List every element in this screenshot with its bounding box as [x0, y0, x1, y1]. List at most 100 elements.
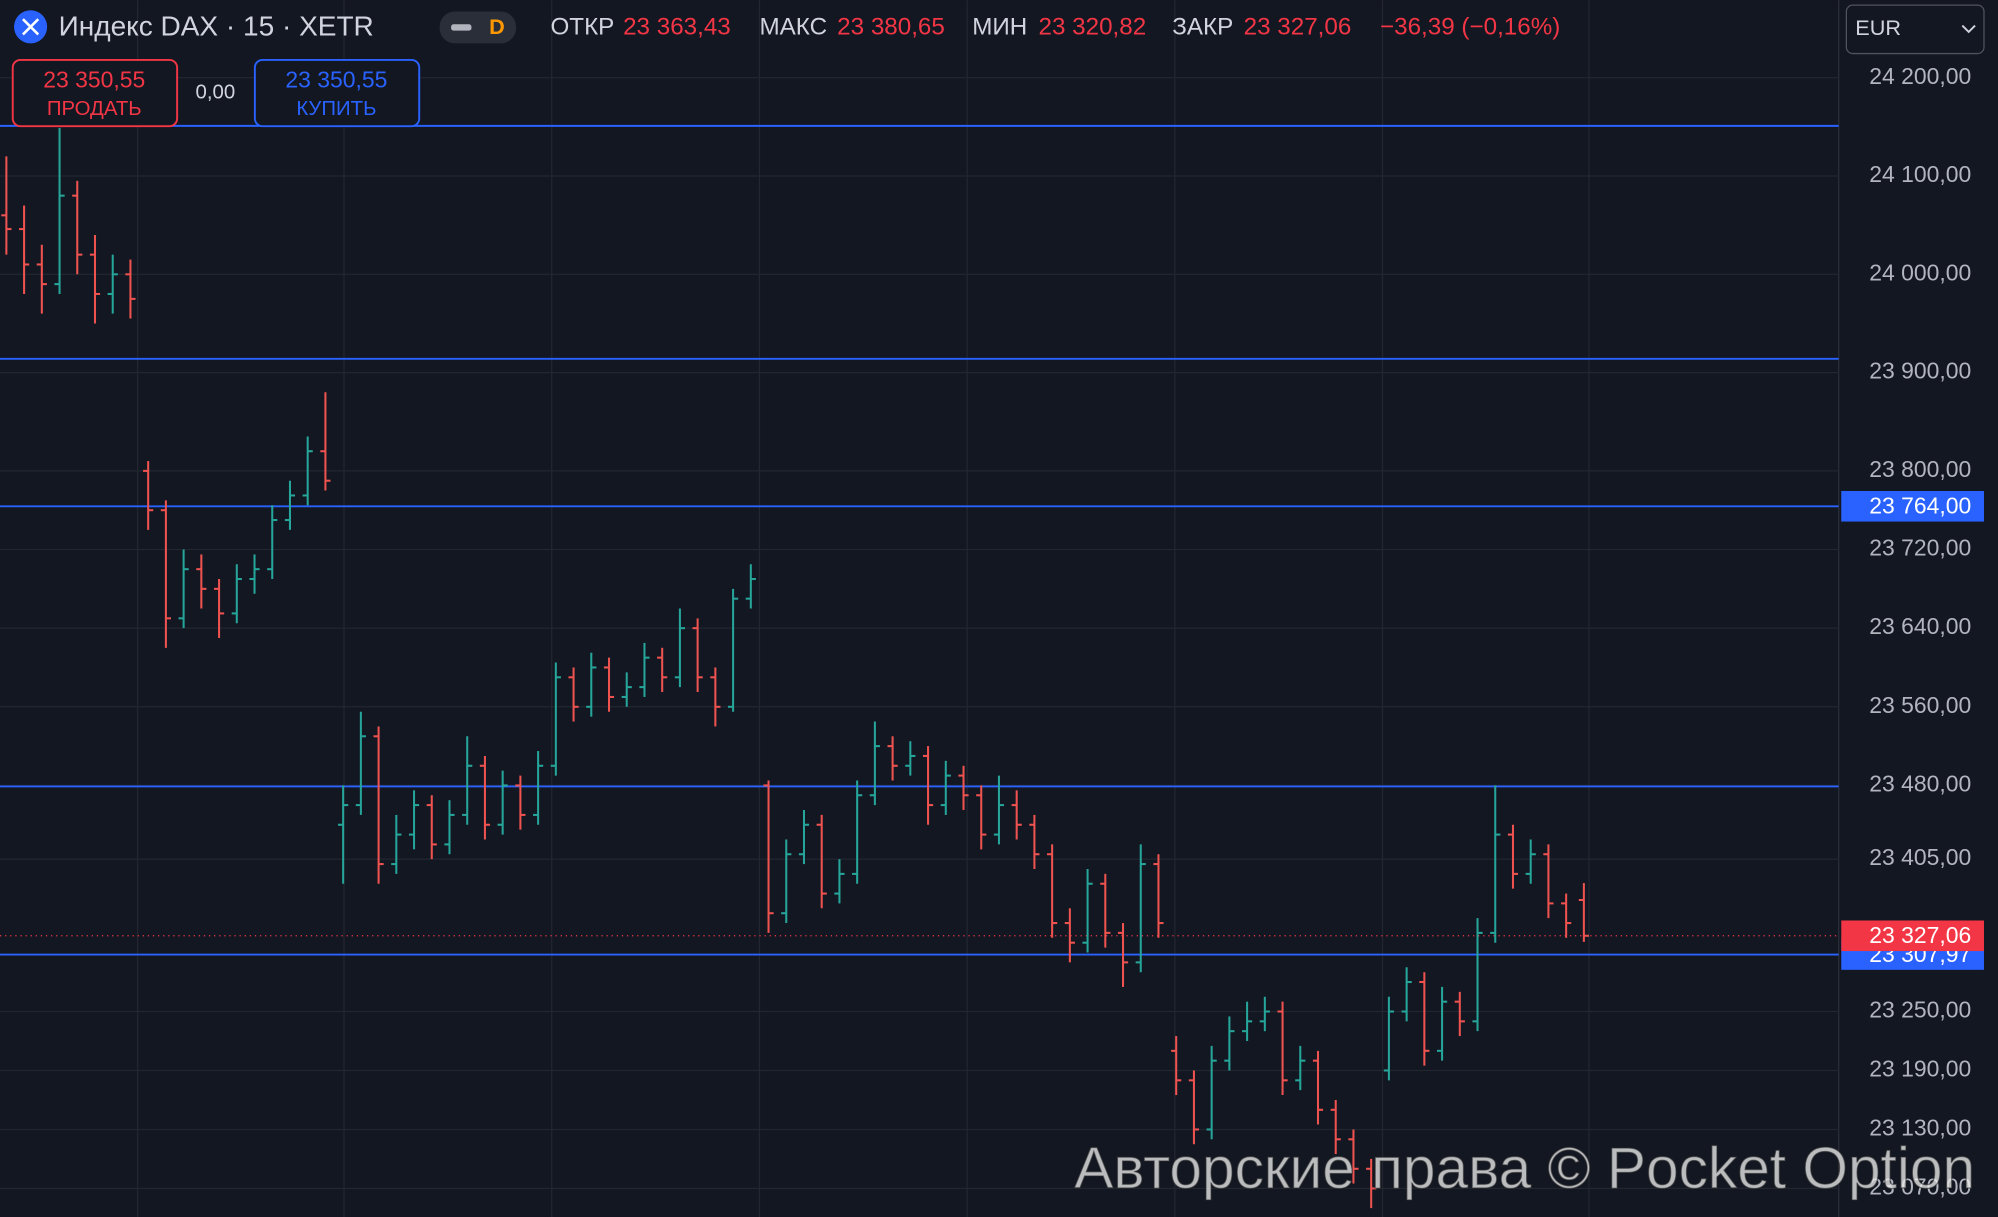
- ohlc-bar: [1, 156, 12, 255]
- buy-label: КУПИТЬ: [296, 98, 376, 120]
- ohlc-bar: [426, 795, 437, 860]
- ohlc-bar: [887, 736, 898, 781]
- bars: [1, 127, 1589, 1209]
- ohlc-bar: [639, 642, 650, 697]
- ohlc-bar: [586, 652, 597, 717]
- ohlc-bar: [1135, 844, 1146, 973]
- y-tick-label: 23 405,00: [1869, 844, 1971, 870]
- ohlc-bar: [1242, 1001, 1253, 1041]
- stat-value: 23 320,82: [1039, 13, 1147, 40]
- ohlc-bar: [1561, 893, 1572, 938]
- stat-name: ЗАКР: [1172, 13, 1233, 40]
- ohlc-bar: [1383, 996, 1394, 1081]
- ohlc-bar: [1047, 844, 1058, 938]
- y-tick-label: 23 800,00: [1869, 456, 1971, 482]
- ohlc-bar: [1454, 991, 1465, 1037]
- ohlc-bar: [1472, 918, 1483, 1032]
- sell-button[interactable]: [11, 58, 179, 128]
- ohlc-bar: [852, 780, 863, 884]
- ohlc-bar: [1578, 883, 1589, 942]
- change: −36,39 (−0,16%): [1380, 13, 1560, 40]
- ohlc-bar: [1153, 854, 1164, 938]
- ohlc-bar: [763, 780, 774, 933]
- ohlc-bar: [107, 254, 118, 314]
- ohlc-bar: [497, 770, 508, 835]
- ohlc-bar: [231, 564, 242, 624]
- ohlc-bar: [1525, 839, 1536, 884]
- stat-value: 23 380,65: [837, 13, 945, 40]
- ohlc-bar: [940, 760, 951, 815]
- buy-button[interactable]: [253, 58, 421, 128]
- last-price-label: 23 327,06: [1869, 922, 1971, 948]
- ohlc-bar: [603, 657, 615, 712]
- sell-price: 23 350,55: [43, 67, 145, 93]
- ohlc-bar: [869, 721, 880, 806]
- ohlc-bar: [1419, 972, 1430, 1066]
- ohlc-bar: [710, 667, 721, 727]
- ohlc-bar: [213, 579, 225, 638]
- ohlc-bar: [54, 127, 65, 294]
- ohlc-bar: [657, 647, 668, 693]
- last-price-box: [1841, 920, 1984, 952]
- y-tick-label: 23 720,00: [1869, 535, 1971, 561]
- y-tick-label: 24 100,00: [1869, 161, 1971, 187]
- ohlc-bar: [125, 259, 136, 319]
- sell-label: ПРОДАТЬ: [47, 98, 142, 120]
- ohlc-bar: [36, 244, 47, 314]
- ohlc-bar: [568, 667, 579, 722]
- ohlc-bar: [391, 814, 402, 874]
- stat-name: МИН: [972, 13, 1027, 40]
- currency-select[interactable]: [1845, 4, 1985, 55]
- ohlc-bar: [408, 790, 420, 850]
- ohlc-bar: [444, 800, 455, 855]
- ohlc-bar: [1436, 986, 1448, 1061]
- ohlc-bar: [621, 672, 632, 707]
- y-tick-label: 24 200,00: [1869, 63, 1971, 89]
- ohlc-bar: [1224, 1016, 1235, 1071]
- ohlc-bar: [1348, 1129, 1359, 1184]
- ohlc-bar: [302, 436, 313, 506]
- ohlc-bar: [160, 500, 171, 648]
- ohlc-bar: [1401, 967, 1412, 1022]
- ohlc-bar: [1117, 923, 1129, 987]
- ohlc-bar: [338, 785, 349, 884]
- ohlc-bar: [1082, 868, 1093, 953]
- ohlc-bar: [798, 810, 810, 865]
- y-tick-label: 23 900,00: [1869, 358, 1971, 384]
- ohlc-bar: [196, 554, 207, 609]
- ohlc-bar: [1295, 1045, 1306, 1091]
- y-tick-label: 23 560,00: [1869, 692, 1971, 718]
- level-label-box: [1841, 490, 1984, 522]
- ohlc-bar: [692, 618, 703, 693]
- y-tick-label: 23 190,00: [1869, 1056, 1971, 1082]
- y-tick-label: 23 070,00: [1869, 1174, 1971, 1200]
- ohlc-bar: [745, 564, 756, 609]
- ohlc-bar: [976, 785, 987, 850]
- ohlc-bar: [1366, 1158, 1377, 1209]
- ohlc-bar: [1011, 790, 1022, 840]
- ohlc-bar: [1188, 1070, 1200, 1145]
- stat-name: ОТКР: [550, 13, 614, 40]
- toggle[interactable]: [439, 11, 517, 44]
- ohlc-bar: [1100, 873, 1111, 948]
- y-tick-label: 24 000,00: [1869, 259, 1971, 285]
- ohlc-bar: [1171, 1036, 1182, 1096]
- ohlc-bar: [178, 549, 189, 629]
- symbol-icon-glyph: [22, 18, 40, 36]
- ohlc-bar: [1064, 908, 1075, 963]
- ohlc-bar: [1312, 1050, 1324, 1125]
- y-tick-label: 23 640,00: [1869, 613, 1971, 639]
- interval-badge: D: [489, 14, 505, 39]
- ohlc-bar: [284, 480, 296, 530]
- ohlc-bar: [727, 588, 739, 712]
- spread: 0,00: [196, 81, 236, 103]
- ohlc-bar: [674, 608, 686, 688]
- ohlc-bar: [922, 746, 934, 825]
- ohlc-bar: [1259, 996, 1270, 1032]
- ohlc-bar: [1543, 844, 1554, 919]
- ohlc-bar: [993, 775, 1005, 845]
- ohlc-bar: [1490, 785, 1501, 943]
